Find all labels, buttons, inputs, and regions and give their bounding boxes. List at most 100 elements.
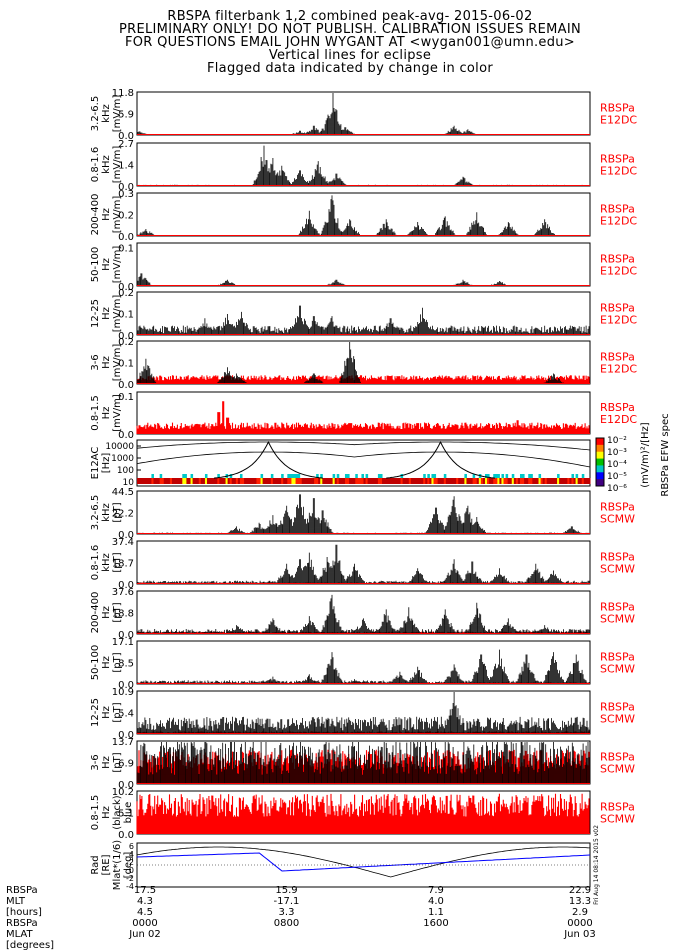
peak-trace-e12dc_3p2 <box>136 93 590 135</box>
ylabel-scmw_50-1: Hz <box>101 656 112 669</box>
right-label-e12dc_50-1: E12DC <box>600 265 637 278</box>
right-label-scmw_50-1: SCMW <box>600 663 635 676</box>
spec-cell <box>400 478 404 484</box>
radius-curve <box>136 846 591 878</box>
spec-cell <box>511 478 515 484</box>
spec-cell-upper <box>538 474 542 478</box>
right-label-e12dc_3-1: E12DC <box>600 363 637 376</box>
ytick-e12dc_3-2: 0.0 <box>118 380 134 391</box>
xaxis-row-label-4: MLAT <box>6 929 33 940</box>
spec-cell <box>299 478 303 484</box>
spec-cell <box>231 478 235 484</box>
ylabel-e12dc_3-1: Hz <box>101 356 112 369</box>
ylabel-scmw_0p8-0: 0.8-1.6 <box>90 545 101 580</box>
spec-cell <box>557 478 560 484</box>
spec-cell-upper <box>289 474 292 478</box>
spec-cell <box>489 478 492 484</box>
ytick-scmw_0p8-1: 18.7 <box>112 559 134 570</box>
spec-cell <box>312 478 315 484</box>
ytick-e12dc_0p8-2: 0.0 <box>118 182 134 193</box>
ytick-scmw_50-0: 17.1 <box>112 637 134 648</box>
spec-cell <box>213 478 216 484</box>
spec-cell <box>583 478 587 484</box>
avg-trace-scmw_0p8b <box>136 793 590 834</box>
spec-cell <box>322 478 325 484</box>
spec-cell <box>386 478 389 484</box>
spec-cell <box>414 478 418 484</box>
spec-cell-upper <box>239 474 243 478</box>
spec-cell-upper <box>519 474 523 478</box>
spec-cell <box>192 478 196 484</box>
xaxis-value-2-0: 4.5 <box>137 907 153 918</box>
ytick-scmw_3-0: 13.7 <box>112 737 134 748</box>
right-label-scmw_0p8-0: RBSPa <box>600 551 635 564</box>
spec-cell <box>139 478 142 484</box>
spec-cell <box>480 478 484 484</box>
spec-cell-upper <box>379 474 383 478</box>
spec-cell <box>410 478 414 484</box>
spec-cell <box>363 478 367 484</box>
xaxis-value-0-2: 7.9 <box>428 885 444 896</box>
spec-cell <box>493 478 496 484</box>
spec-cell <box>375 478 379 484</box>
spec-cell <box>484 478 488 484</box>
spec-cell <box>379 478 383 484</box>
spec-cell <box>513 478 517 484</box>
spec-cell <box>423 478 426 484</box>
spec-cell <box>371 478 375 484</box>
ylabel-e12dc_0p8-2: [mV/m] <box>112 146 123 184</box>
ytick-e12dc_3-1: 0.1 <box>118 359 134 370</box>
spec-cell-upper <box>497 474 500 478</box>
spec-cell <box>250 478 253 484</box>
ytick-e12dc_200-2: 0.0 <box>118 232 134 243</box>
spec-cell <box>419 478 422 484</box>
spec-cell <box>421 478 424 484</box>
spec-cell-upper <box>472 474 476 478</box>
spec-cell <box>439 478 443 484</box>
spec-cell-upper <box>511 474 515 478</box>
spec-cell <box>536 478 540 484</box>
spec-cell <box>365 478 369 484</box>
spec-cell-upper <box>365 474 369 478</box>
peak-trace-scmw_50 <box>136 649 590 684</box>
spec-cell <box>503 478 507 484</box>
xaxis-value-3-0: 0000 <box>132 918 157 929</box>
spec-cell <box>474 478 478 484</box>
ytick-scmw_50-2: 0.0 <box>118 680 134 691</box>
spec-cell <box>204 478 208 484</box>
spec-cell <box>235 478 239 484</box>
spec-cell <box>431 478 435 484</box>
spec-cell <box>573 478 577 484</box>
spec-cell <box>326 478 329 484</box>
ylabel-e12dc_0p8-0: 0.8-1.6 <box>90 147 101 182</box>
spec-cell-upper <box>484 474 488 478</box>
spec-cell-upper <box>229 474 233 478</box>
spec-cell <box>349 478 352 484</box>
ytick-e12dc_3p2-0: 11.8 <box>112 88 134 99</box>
spec-cell <box>270 478 274 484</box>
ylabel-e12dc_200-2: [mV/m] <box>112 196 123 234</box>
spec-cell-upper <box>575 474 579 478</box>
xaxis-value-4-0: Jun 02 <box>128 929 161 940</box>
spec-cell <box>297 478 301 484</box>
fce-curve-1 <box>136 451 591 468</box>
ytick-e12dc_0p8-1: 1.4 <box>118 161 134 172</box>
ylabel-e12ac_spec-0: E12AC <box>90 447 101 480</box>
ytick-scmw_200-1: 18.8 <box>112 609 134 620</box>
spec-cell <box>316 478 319 484</box>
spec-cell <box>141 478 144 484</box>
spec-cell <box>575 478 579 484</box>
spec-cell <box>196 478 200 484</box>
spec-cell-upper <box>355 474 358 478</box>
spec-cell-upper <box>571 474 575 478</box>
ytick-scmw_0p8-2: 0.0 <box>118 580 134 591</box>
spec-cell <box>499 478 502 484</box>
xaxis-value-3-3: 0000 <box>567 918 592 929</box>
spec-cell <box>266 478 270 484</box>
xaxis-value-1-1: -17.1 <box>274 896 300 907</box>
spec-cell-upper <box>297 474 301 478</box>
spec-cell <box>198 478 202 484</box>
spec-cell <box>369 478 373 484</box>
